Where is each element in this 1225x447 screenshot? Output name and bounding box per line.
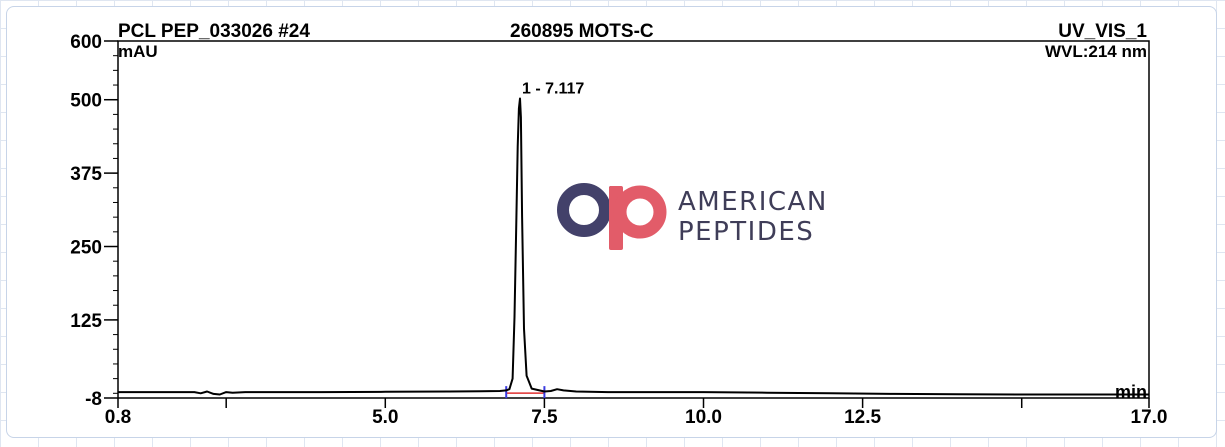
y-tick-label: 125 — [70, 311, 102, 332]
logo-line2: PEPTIDES — [678, 217, 814, 247]
ap-logo-icon — [557, 183, 667, 250]
peak-label: 1 - 7.117 — [522, 81, 584, 98]
y-tick-label: 375 — [70, 164, 102, 185]
x-tick-label: 10.0 — [685, 407, 722, 428]
y-tick-label: 250 — [70, 238, 102, 259]
marks-layer: 1 - 7.117 — [118, 81, 1149, 399]
sample-id-label: PCL PEP_033026 #24 — [118, 21, 310, 42]
x-tick-label: 12.5 — [844, 407, 881, 428]
x-tick-label: 5.0 — [372, 407, 398, 428]
logo-a-ring — [557, 183, 611, 237]
watermark-logo: AMERICAN PEPTIDES — [557, 183, 828, 250]
x-unit-label: min — [1115, 382, 1147, 402]
x-tick-label: 17.0 — [1131, 407, 1168, 428]
x-tick-label: 0.8 — [105, 407, 131, 428]
logo-line1: AMERICAN — [678, 187, 828, 217]
y-tick-label: -8 — [85, 389, 102, 410]
chromatogram-trace — [118, 97, 1149, 396]
product-name-label: 260895 MOTS-C — [510, 21, 654, 42]
y-tick-label: 500 — [70, 91, 102, 112]
y-tick-label: 600 — [70, 32, 102, 53]
axes-layer: 600 500 375 250 125 -80.8 5.0 7.5 10.0 12.5 17.0 — [70, 32, 1167, 428]
wavelength-label: WVL:214 nm — [1045, 42, 1147, 61]
y-unit-label: mAU — [118, 42, 158, 61]
x-tick-label: 7.5 — [531, 407, 558, 428]
plot-frame — [117, 40, 1150, 399]
channel-label: UV_VIS_1 — [1058, 21, 1147, 42]
logo-p-ring — [613, 185, 667, 239]
